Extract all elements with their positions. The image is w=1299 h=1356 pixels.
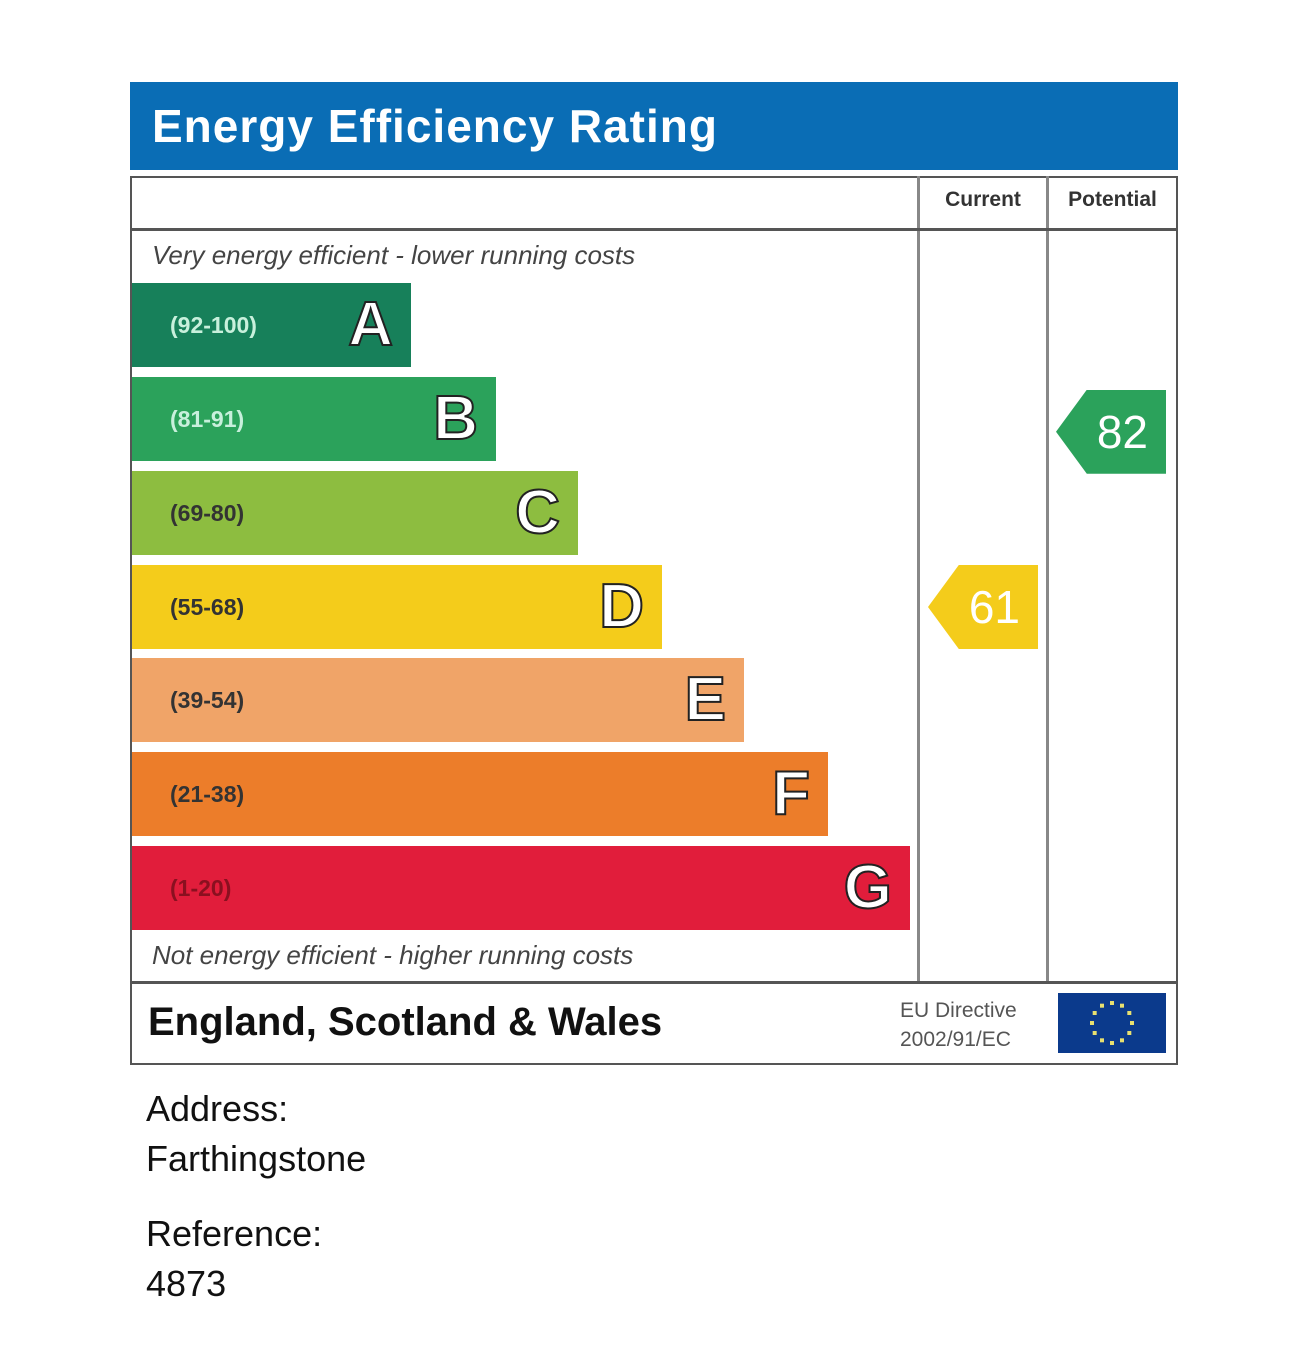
star-icon [1120,1038,1124,1043]
star-icon [1110,1041,1114,1045]
reference-label: Reference: [146,1213,323,1254]
band-range: (69-80) [170,500,245,526]
band-letter: D [598,571,645,642]
column-header-current: Current [945,188,1021,211]
band-range: (39-54) [170,687,245,713]
band-range: (81-91) [170,406,245,432]
band-d: (55-68) D [132,565,662,649]
eu-flag-icon [1058,993,1166,1053]
chart-title: Energy Efficiency Rating [130,82,1178,170]
band-a: (92-100) A [132,283,411,367]
column-header-potential: Potential [1068,188,1157,211]
band-g: (1-20) G [132,846,910,930]
band-range: (92-100) [170,312,257,338]
band-letter: A [347,289,394,360]
eu-directive: EU Directive 2002/91/EC [900,996,1017,1054]
address-value: Farthingstone [146,1138,367,1179]
band-range: (21-38) [170,781,245,807]
footer-divider [130,981,1178,984]
region-label: England, Scotland & Wales [148,1000,663,1044]
band-e: (39-54) E [132,658,744,742]
rating-table [130,176,1178,1065]
band-c: (69-80) C [132,471,578,555]
band-range: (55-68) [170,594,245,620]
band-letter: F [771,758,811,829]
star-icon [1127,1031,1132,1035]
star-icon [1092,1011,1097,1015]
star-icon [1120,1003,1124,1008]
reference-value: 4873 [146,1263,227,1304]
potential-rating-arrow: 82 [1056,389,1166,474]
column-divider [1046,176,1049,982]
band-letter: E [684,664,727,735]
star-icon [1110,1001,1114,1005]
directive-line1: EU Directive [900,999,1017,1022]
star-icon [1090,1021,1094,1025]
star-icon [1130,1021,1134,1025]
top-note: Very energy efficient - lower running co… [152,240,636,270]
directive-line2: 2002/91/EC [900,1028,1011,1051]
band-b: (81-91) B [132,377,496,461]
star-icon [1100,1038,1104,1043]
bottom-note: Not energy efficient - higher running co… [152,940,634,970]
header-divider [130,228,1178,231]
band-letter: G [843,852,893,923]
address-label: Address: [146,1088,289,1129]
star-icon [1092,1031,1097,1035]
star-icon [1100,1003,1104,1008]
column-divider [917,176,920,982]
band-letter: C [514,477,561,548]
star-icon [1127,1011,1132,1015]
potential-value: 82 [1096,405,1148,458]
band-letter: B [432,383,479,454]
band-range: (1-20) [170,875,232,901]
current-value: 61 [968,581,1020,633]
band-f: (21-38) F [132,752,828,836]
